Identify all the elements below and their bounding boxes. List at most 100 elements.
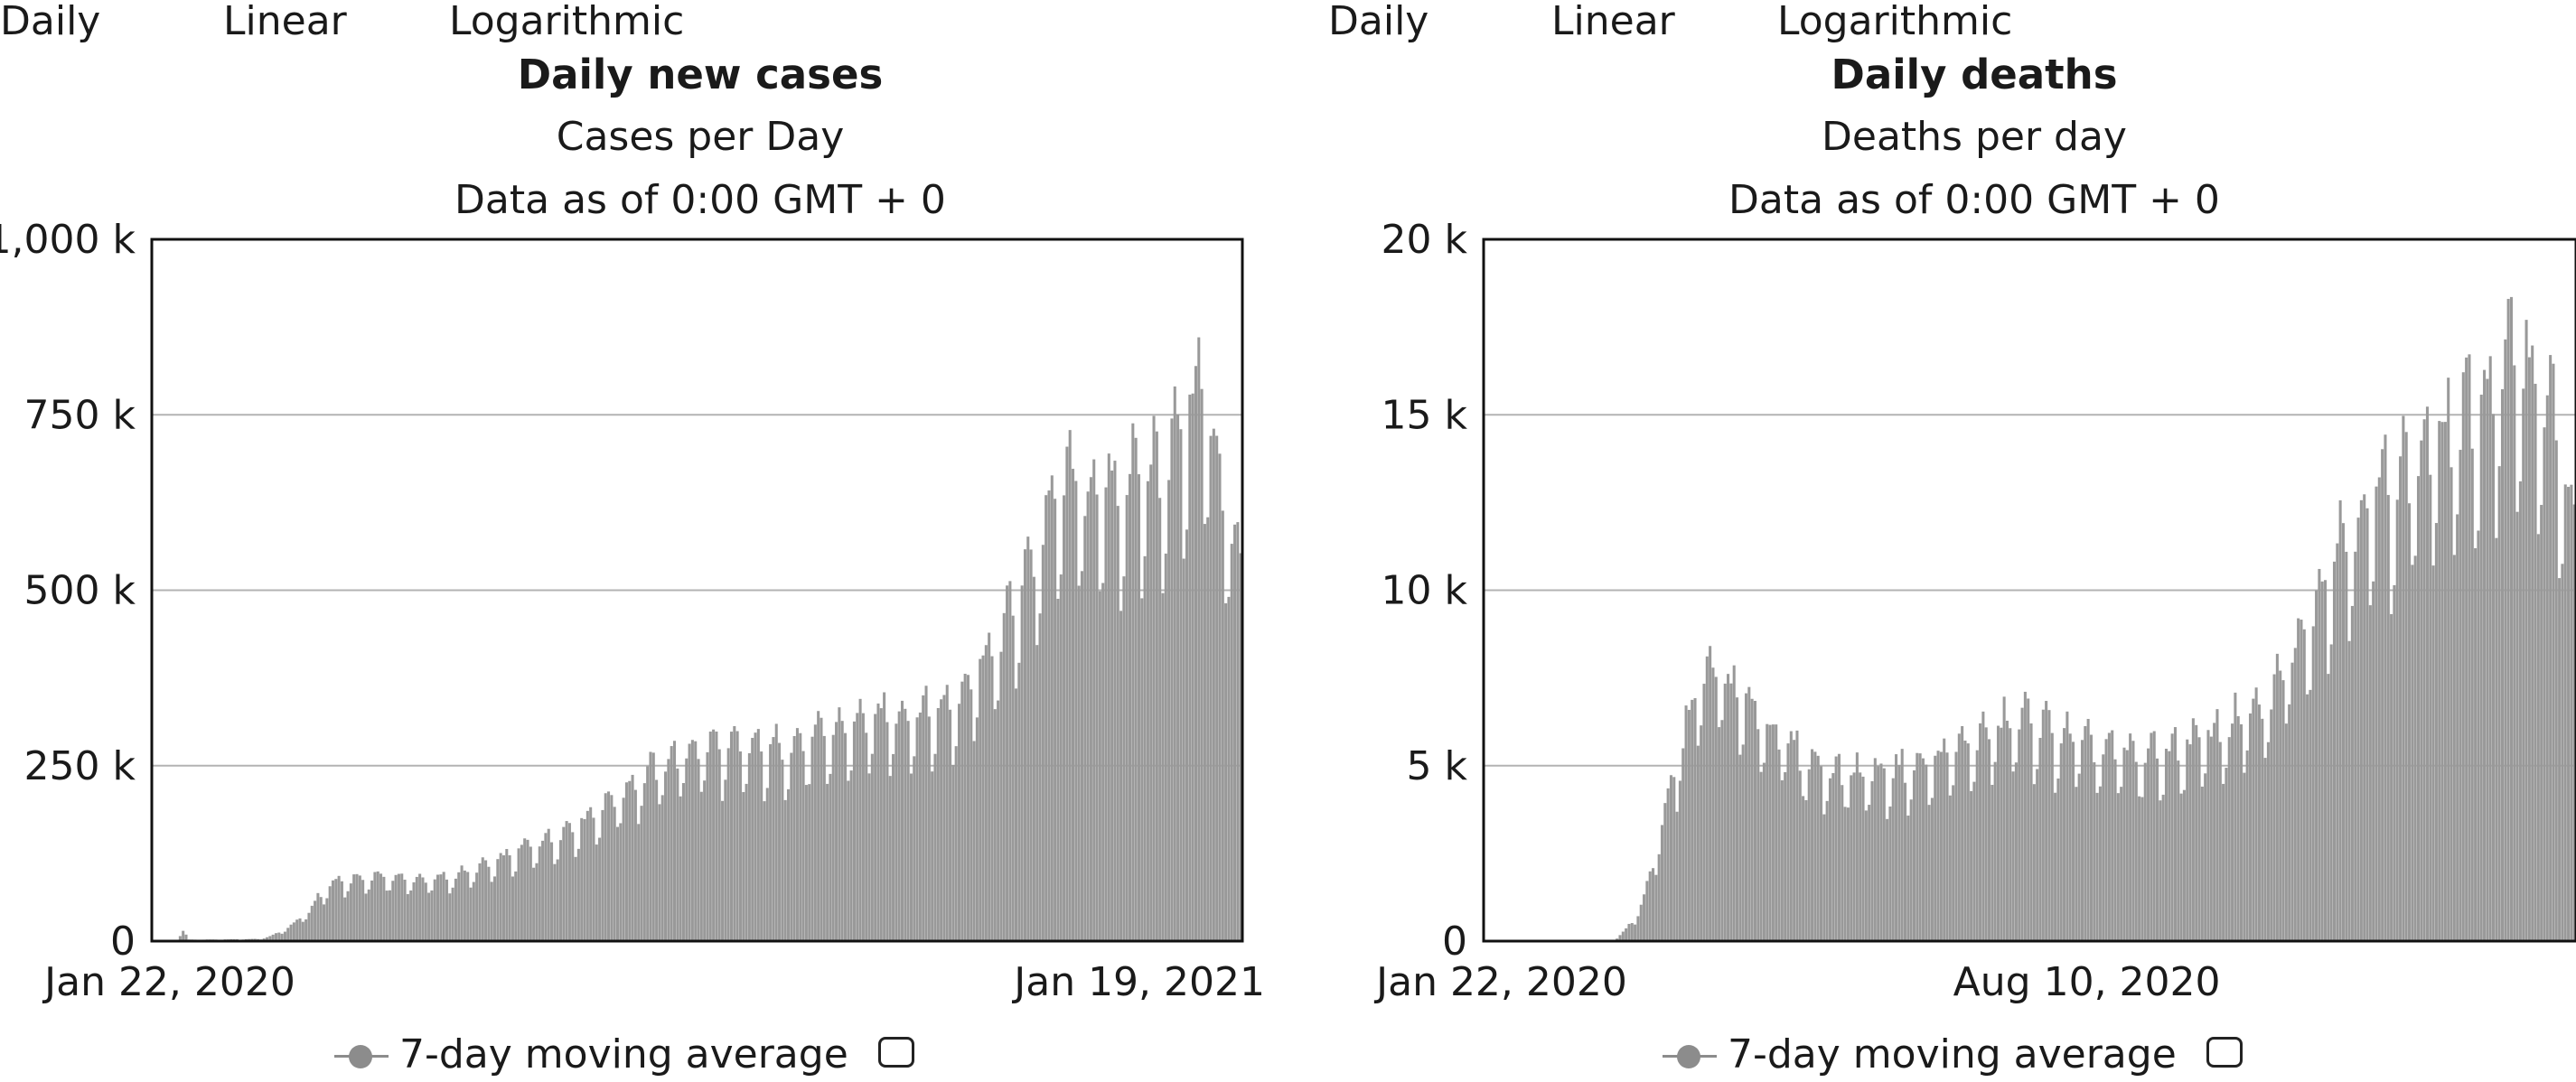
bar [2227, 737, 2231, 941]
bar [1888, 806, 1892, 941]
bar [810, 736, 814, 941]
bar [1789, 731, 1793, 941]
bar [858, 698, 862, 941]
bar [2297, 618, 2300, 941]
bar [1675, 811, 1679, 941]
bar [2440, 422, 2444, 941]
cases-daily-toggle[interactable]: Daily [0, 0, 101, 44]
bar [2408, 503, 2412, 941]
bar [2390, 613, 2393, 941]
bar [514, 871, 518, 941]
deaths-logarithmic-toggle[interactable]: Logarithmic [1777, 0, 2013, 44]
bar [774, 723, 778, 941]
bar [2200, 786, 2204, 941]
bar [1164, 553, 1167, 941]
bar [1948, 795, 1952, 941]
bar [1173, 386, 1176, 941]
bar [2474, 548, 2478, 941]
bar [1230, 544, 1233, 941]
legend-dot-swatch [1677, 1045, 1700, 1068]
bar [2384, 434, 2387, 941]
bar [2186, 739, 2189, 941]
bar [1077, 585, 1081, 941]
bar [2075, 787, 2078, 941]
bar [786, 788, 791, 941]
cases-logarithmic-toggle[interactable]: Logarithmic [449, 0, 685, 44]
bar [1155, 431, 1158, 941]
bar [1981, 711, 1985, 941]
bar [763, 801, 766, 941]
bar [1700, 725, 1703, 941]
bar [2077, 773, 2081, 941]
bar [2431, 565, 2435, 941]
bar [550, 842, 554, 941]
bar [922, 695, 925, 941]
bar [388, 890, 392, 941]
bar [724, 779, 727, 941]
bar [2416, 476, 2421, 941]
deaths-legend-bar-toggle[interactable] [2206, 1037, 2243, 1068]
bar [2540, 505, 2543, 941]
bar [909, 773, 913, 941]
y-tick-label: 500 k [24, 568, 136, 614]
bar [631, 774, 634, 941]
bar [1718, 727, 1721, 941]
bar [558, 840, 563, 941]
bar [2272, 674, 2276, 941]
bar [604, 793, 607, 941]
deaths-linear-toggle[interactable]: Linear [1551, 0, 1675, 44]
bar [799, 732, 802, 941]
bar [2236, 715, 2240, 941]
bar [415, 876, 418, 941]
bar [2111, 730, 2114, 941]
bar [1023, 549, 1026, 941]
deaths-chart-subtitle: Deaths per day [1822, 114, 2127, 160]
bar [2177, 760, 2180, 941]
deaths-legend-label[interactable]: 7-day moving average [1728, 1031, 2177, 1077]
y-tick-label: 20 k [1382, 217, 1468, 263]
bar [1952, 785, 1955, 941]
bar [266, 937, 269, 941]
bar [331, 880, 335, 941]
bar [1143, 555, 1147, 941]
bar [1972, 781, 1976, 941]
bar [376, 871, 379, 941]
bar [756, 729, 760, 941]
bar [2488, 356, 2492, 942]
bar [1050, 475, 1054, 941]
bar [1227, 596, 1231, 941]
bar [1916, 752, 1919, 941]
bar [1215, 435, 1219, 942]
bar [1140, 598, 1144, 941]
bar [1859, 772, 1862, 941]
bar [633, 789, 637, 941]
bar [1852, 772, 1856, 941]
bar [2240, 723, 2243, 941]
bar [2173, 727, 2177, 941]
bar [2104, 739, 2108, 941]
bar [2536, 534, 2540, 941]
cases-legend-bar-toggle[interactable] [878, 1037, 914, 1068]
bar [1191, 393, 1194, 941]
bar [2570, 484, 2573, 941]
bar [865, 732, 868, 941]
bar [829, 773, 832, 941]
bar [1071, 469, 1075, 941]
bar [1912, 770, 1916, 941]
bar [268, 936, 272, 941]
bar [870, 753, 874, 941]
bar [328, 886, 332, 941]
bar [1693, 697, 1697, 941]
bar [628, 780, 632, 941]
bar [178, 936, 182, 941]
cases-legend-label[interactable]: 7-day moving average [399, 1031, 848, 1077]
bar [715, 731, 718, 941]
bar [2320, 581, 2324, 941]
bar [1029, 549, 1033, 941]
bar [589, 807, 593, 941]
bar [681, 782, 685, 941]
bar [460, 865, 464, 941]
cases-linear-toggle[interactable]: Linear [223, 0, 347, 44]
deaths-bar-chart: 0 5 k 10 k 15 k 20 k Jan 22, 2020 Aug 10, 2020 [1373, 217, 2576, 1005]
deaths-daily-toggle[interactable]: Daily [1328, 0, 1429, 44]
